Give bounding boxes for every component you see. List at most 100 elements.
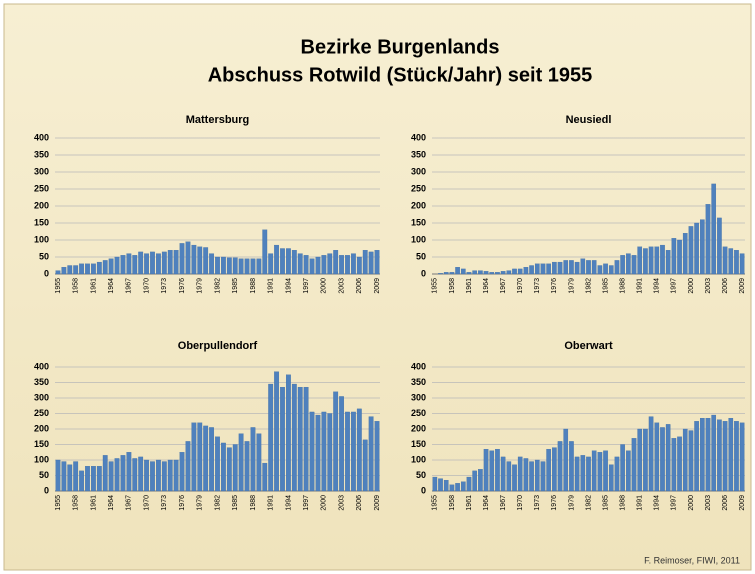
x-tick-label: 1982	[585, 495, 592, 511]
x-tick-label: 1955	[55, 278, 62, 294]
bar	[608, 265, 614, 275]
bar	[268, 253, 274, 275]
bar	[483, 271, 489, 275]
bar	[61, 267, 67, 275]
bar	[449, 272, 455, 275]
bar	[333, 250, 339, 275]
bar	[315, 256, 321, 275]
bar	[466, 272, 472, 275]
x-tick-label: 1997	[671, 495, 678, 511]
y-tick-label: 250	[411, 183, 426, 193]
y-tick-label: 150	[34, 439, 49, 449]
bar	[574, 456, 580, 492]
bar	[694, 421, 699, 492]
x-tick-label: 1985	[232, 495, 239, 511]
bar	[552, 261, 557, 275]
bar	[700, 417, 705, 492]
y-tick-label: 200	[34, 423, 49, 433]
chart-title: Oberpullendorf	[178, 340, 258, 352]
bar	[597, 452, 603, 492]
bar	[203, 425, 209, 492]
x-tick-label: 1958	[73, 495, 80, 511]
bar	[303, 255, 309, 275]
bar	[608, 464, 614, 492]
y-tick-label: 250	[411, 408, 426, 418]
bar	[483, 448, 489, 492]
x-tick-label: 1961	[90, 278, 97, 294]
x-tick-label: 1985	[602, 495, 609, 511]
y-tick-label: 300	[411, 392, 426, 402]
y-tick-label: 150	[411, 439, 426, 449]
bar	[495, 272, 500, 275]
bar	[517, 456, 523, 492]
bar	[179, 452, 185, 492]
y-tick-label: 300	[34, 166, 49, 176]
bar	[191, 422, 197, 492]
x-tick-label: 1979	[568, 495, 575, 511]
bar	[114, 458, 120, 492]
bar	[215, 256, 220, 275]
x-tick-label: 1988	[619, 495, 626, 511]
bar	[506, 270, 512, 275]
bar	[156, 253, 161, 275]
bar	[362, 250, 368, 275]
x-tick-label: 1973	[161, 278, 168, 294]
bar	[466, 476, 472, 492]
bar	[500, 456, 506, 492]
bar	[563, 260, 569, 275]
y-tick-label: 400	[411, 132, 426, 142]
bar	[495, 448, 500, 492]
x-tick-label: 1964	[483, 278, 490, 294]
bar	[734, 250, 739, 275]
x-tick-label: 1985	[602, 278, 609, 294]
bar	[540, 263, 546, 275]
bar	[132, 255, 138, 275]
y-tick-label: 400	[34, 361, 49, 371]
x-tick-label: 1958	[449, 278, 456, 294]
y-tick-label: 300	[34, 392, 49, 402]
bar	[694, 222, 699, 275]
bar	[309, 258, 315, 275]
bar	[315, 414, 321, 492]
bar	[274, 244, 279, 275]
bar	[591, 260, 597, 275]
bar	[238, 433, 244, 492]
bar	[138, 456, 144, 492]
bar	[286, 248, 291, 275]
bar	[297, 386, 303, 492]
source: F. Reimoser, FIWI, 2011	[644, 555, 740, 565]
bar	[500, 271, 506, 275]
bar	[250, 427, 256, 492]
bar	[557, 261, 563, 275]
x-tick-label: 1997	[303, 495, 310, 511]
bar	[274, 371, 279, 492]
x-tick-label: 1988	[250, 495, 257, 511]
y-tick-label: 350	[34, 149, 49, 159]
bar	[138, 251, 144, 275]
chart-title: Oberwart	[564, 340, 613, 352]
bar	[250, 258, 256, 275]
bar	[91, 466, 96, 492]
y-tick-label: 50	[416, 251, 426, 261]
x-tick-label: 1997	[671, 278, 678, 294]
bar	[156, 459, 161, 492]
x-tick-label: 1958	[73, 278, 80, 294]
bar	[185, 441, 191, 492]
bar	[438, 273, 443, 275]
bar	[443, 479, 449, 492]
y-tick-label: 50	[39, 251, 49, 261]
x-tick-label: 1994	[285, 495, 292, 511]
bar	[232, 257, 238, 275]
y-tick-label: 250	[34, 408, 49, 418]
bar	[362, 439, 368, 492]
bar	[108, 258, 114, 275]
bar	[150, 461, 155, 492]
bar	[705, 417, 711, 492]
y-tick-label: 100	[34, 454, 49, 464]
bar	[586, 260, 591, 275]
bar	[339, 396, 344, 492]
bar	[517, 268, 523, 275]
bar	[443, 272, 449, 275]
bar	[297, 253, 303, 275]
